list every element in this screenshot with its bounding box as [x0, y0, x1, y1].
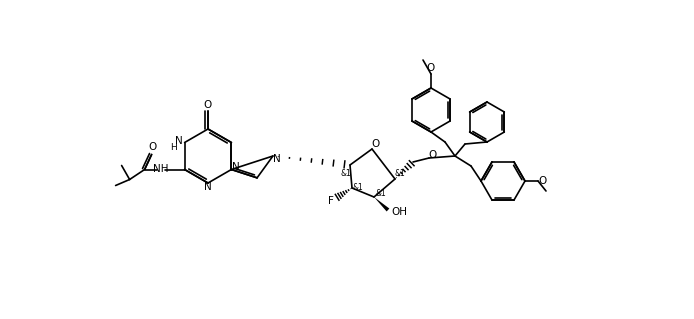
- Text: O: O: [372, 139, 380, 149]
- Text: N: N: [232, 161, 239, 172]
- Text: &1: &1: [341, 169, 351, 179]
- Text: O: O: [427, 63, 435, 73]
- Text: NH: NH: [153, 164, 169, 174]
- Text: &1: &1: [395, 168, 405, 177]
- Text: N: N: [175, 137, 183, 146]
- Text: O: O: [149, 143, 157, 152]
- Text: &1: &1: [375, 189, 387, 197]
- Text: OH: OH: [391, 207, 407, 217]
- Polygon shape: [374, 197, 389, 211]
- Text: &1: &1: [353, 182, 364, 191]
- Text: N: N: [273, 154, 281, 164]
- Text: O: O: [429, 150, 437, 160]
- Text: O: O: [539, 176, 547, 186]
- Text: O: O: [204, 100, 212, 110]
- Text: H: H: [170, 143, 177, 152]
- Text: N: N: [204, 182, 212, 192]
- Text: F: F: [328, 196, 334, 206]
